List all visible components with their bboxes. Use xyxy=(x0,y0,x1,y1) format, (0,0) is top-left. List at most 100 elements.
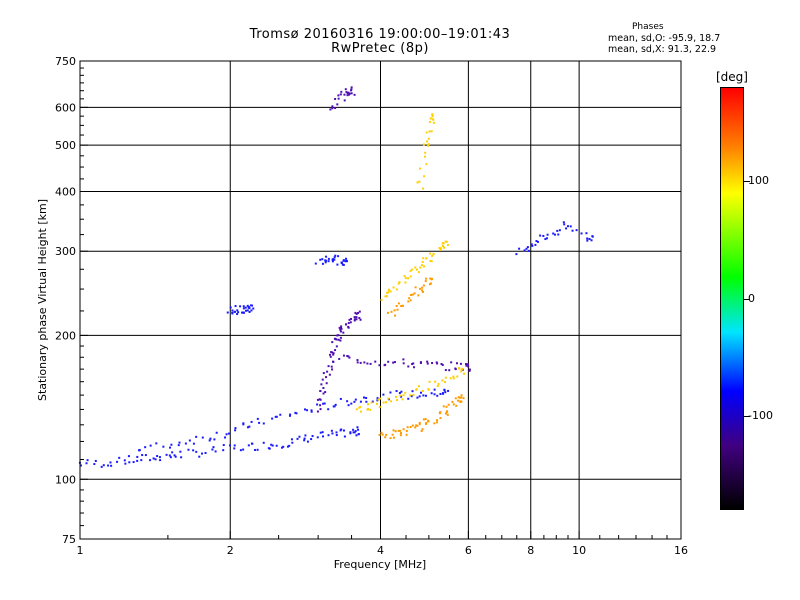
data-point xyxy=(371,400,374,403)
data-point xyxy=(427,137,430,140)
data-point xyxy=(394,314,397,317)
y-tick-label: 200 xyxy=(55,329,76,342)
data-point xyxy=(247,444,250,447)
data-point xyxy=(406,426,409,429)
data-point xyxy=(239,305,242,308)
data-point xyxy=(357,433,360,436)
data-point xyxy=(384,295,387,298)
data-point xyxy=(271,444,274,447)
data-point xyxy=(355,316,358,319)
data-point xyxy=(442,405,445,408)
data-point xyxy=(395,305,398,308)
data-point xyxy=(531,244,534,247)
colorbar-tick-mark xyxy=(744,181,750,182)
data-point xyxy=(546,233,549,236)
data-point xyxy=(336,103,339,106)
data-point xyxy=(177,444,180,447)
data-point xyxy=(381,433,384,436)
data-point xyxy=(331,105,334,108)
data-point xyxy=(233,310,236,313)
data-point xyxy=(409,275,412,278)
data-point xyxy=(340,325,343,328)
data-point xyxy=(93,463,96,466)
data-point xyxy=(279,413,282,416)
data-point xyxy=(339,336,342,339)
data-point xyxy=(380,431,383,434)
data-point xyxy=(348,318,351,321)
data-point xyxy=(434,380,437,383)
data-point xyxy=(231,309,234,312)
data-point xyxy=(356,359,359,362)
data-point xyxy=(85,462,88,465)
data-point xyxy=(348,92,351,95)
data-point xyxy=(324,391,327,394)
data-point xyxy=(518,247,521,250)
data-point xyxy=(445,240,448,243)
data-point xyxy=(201,436,204,439)
data-point xyxy=(322,392,325,395)
data-point xyxy=(389,290,392,293)
data-point xyxy=(288,444,291,447)
data-point xyxy=(289,413,292,416)
data-point xyxy=(303,439,306,442)
data-point xyxy=(331,341,334,344)
data-point xyxy=(342,354,345,357)
data-point xyxy=(228,444,231,447)
x-tick-label: 1 xyxy=(77,544,84,557)
y-tick-label: 400 xyxy=(55,185,76,198)
colorbar-tick-label: -100 xyxy=(748,409,773,422)
data-point xyxy=(79,464,82,467)
data-point xyxy=(425,421,428,424)
data-point xyxy=(334,97,337,100)
data-point xyxy=(433,422,436,425)
data-point xyxy=(544,238,547,241)
data-point xyxy=(417,271,420,274)
data-point xyxy=(274,415,277,418)
data-point xyxy=(586,239,589,242)
y-tick-label: 300 xyxy=(55,245,76,258)
data-point xyxy=(535,240,538,243)
data-point xyxy=(396,308,399,311)
data-point xyxy=(234,429,237,432)
data-point xyxy=(332,258,335,261)
colorbar-tick-mark xyxy=(744,298,750,300)
data-point xyxy=(331,432,334,435)
data-point xyxy=(392,361,395,364)
data-point xyxy=(454,397,457,400)
data-point xyxy=(378,433,381,436)
x-tick-label: 16 xyxy=(674,544,688,557)
data-point xyxy=(353,93,356,96)
data-point xyxy=(460,394,463,397)
data-point xyxy=(214,450,217,453)
data-point xyxy=(327,257,330,260)
data-point xyxy=(429,277,432,280)
data-point xyxy=(215,431,218,434)
data-point xyxy=(427,420,430,423)
data-point xyxy=(442,246,445,249)
data-point xyxy=(132,461,135,464)
data-point xyxy=(427,144,430,147)
data-point xyxy=(431,114,434,117)
data-point xyxy=(169,446,172,449)
data-point xyxy=(332,352,335,355)
data-point xyxy=(231,311,234,314)
data-point xyxy=(439,417,442,420)
phase-stats-o-mode: mean, sd,O: -95.9, 18.7 xyxy=(608,33,721,44)
data-point xyxy=(565,227,568,230)
data-point xyxy=(356,426,359,429)
data-point xyxy=(262,441,265,444)
data-point xyxy=(347,404,350,407)
data-point xyxy=(369,408,372,411)
data-point xyxy=(346,400,349,403)
data-point xyxy=(431,118,434,121)
data-point xyxy=(353,318,356,321)
data-point xyxy=(319,408,322,411)
data-point xyxy=(246,309,249,312)
data-point xyxy=(446,244,449,247)
data-point xyxy=(447,403,450,406)
data-point xyxy=(539,234,542,237)
data-point xyxy=(425,131,428,134)
data-point xyxy=(242,423,245,426)
data-point xyxy=(178,441,181,444)
data-point xyxy=(387,397,390,400)
